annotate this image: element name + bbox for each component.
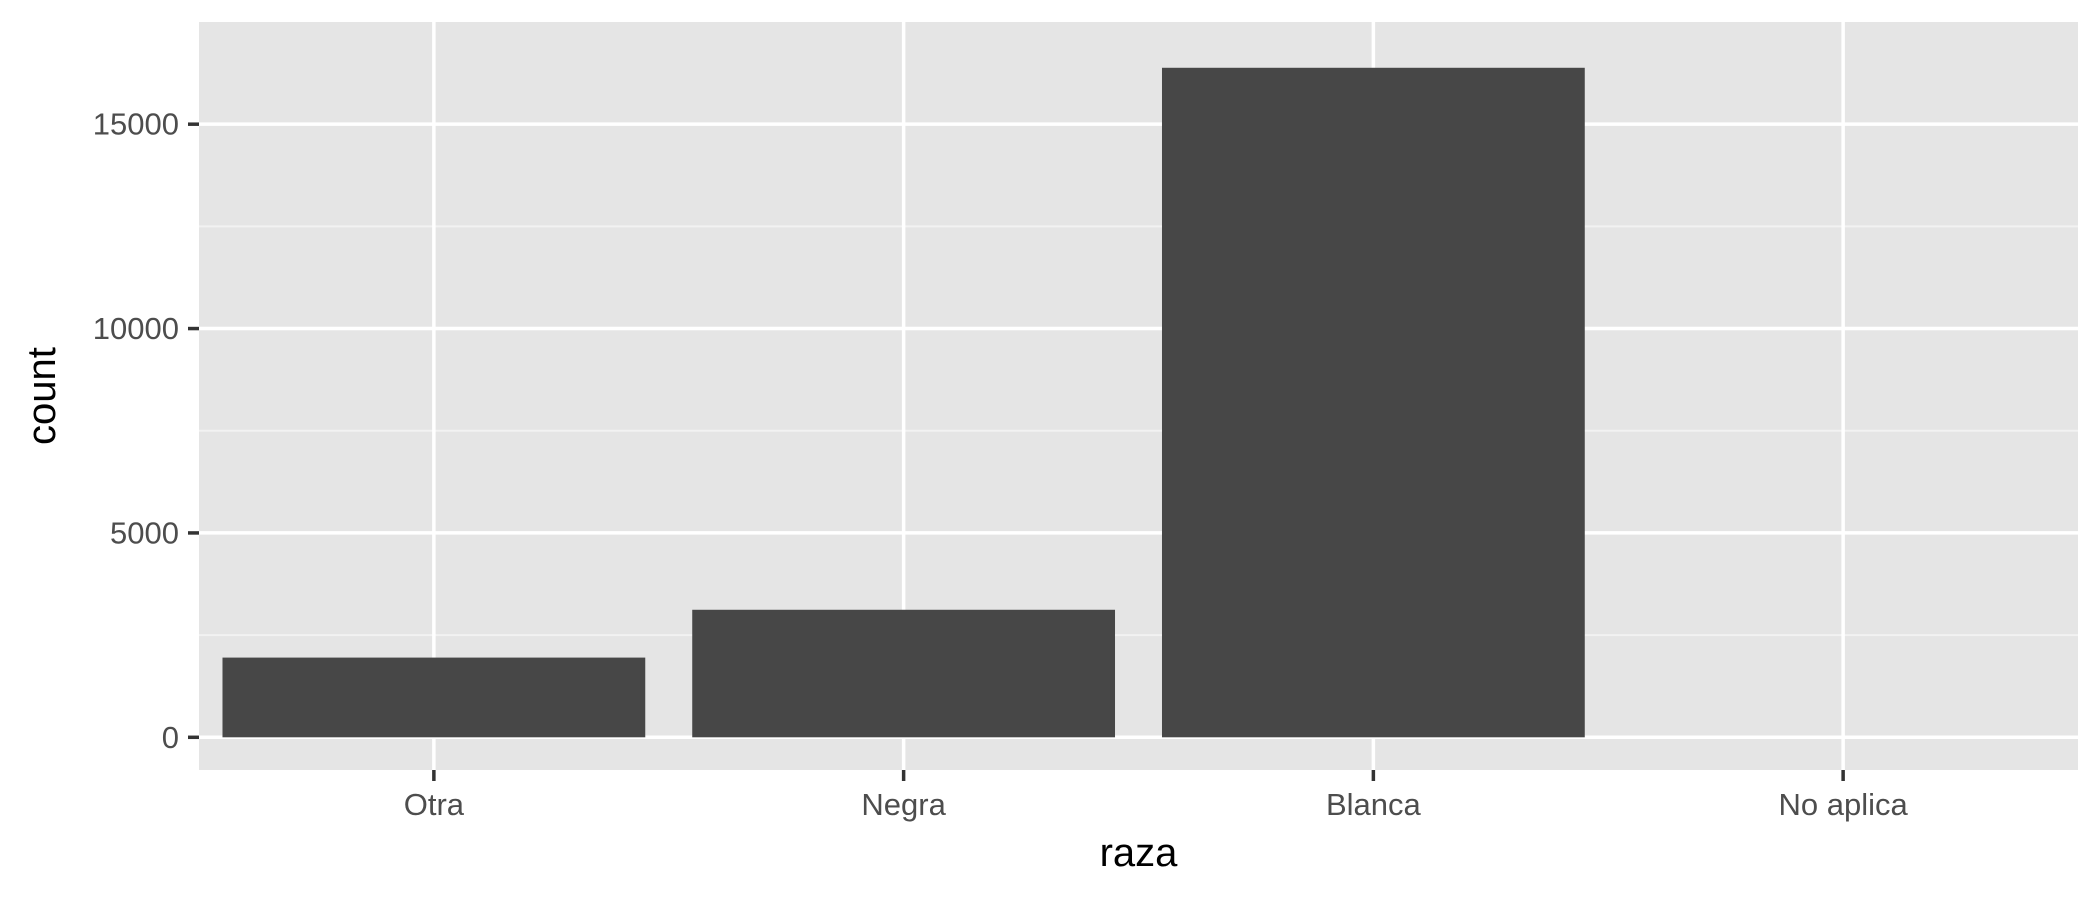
- x-axis-title: raza: [1100, 831, 1179, 875]
- y-tick-label: 10000: [93, 311, 179, 346]
- x-axis: Otra Negra Blanca No aplica: [404, 770, 1909, 822]
- bar-otra: [222, 657, 646, 738]
- y-tick-label: 5000: [110, 515, 179, 550]
- y-tick-label: 15000: [93, 107, 179, 142]
- minor-gridlines: [199, 225, 2078, 637]
- x-tick-label: Otra: [404, 787, 465, 822]
- y-axis: 0 5000 10000 15000: [93, 107, 199, 755]
- x-tick-label: No aplica: [1779, 787, 1909, 822]
- x-tick-label: Blanca: [1326, 787, 1422, 822]
- bar-blanca: [1161, 67, 1585, 738]
- x-tick-label: Negra: [861, 787, 946, 822]
- bar-negra: [692, 609, 1116, 738]
- bars: [222, 67, 1585, 738]
- plot-panel: [199, 22, 2078, 770]
- y-axis-title: count: [20, 347, 64, 445]
- y-tick-label: 0: [162, 720, 179, 755]
